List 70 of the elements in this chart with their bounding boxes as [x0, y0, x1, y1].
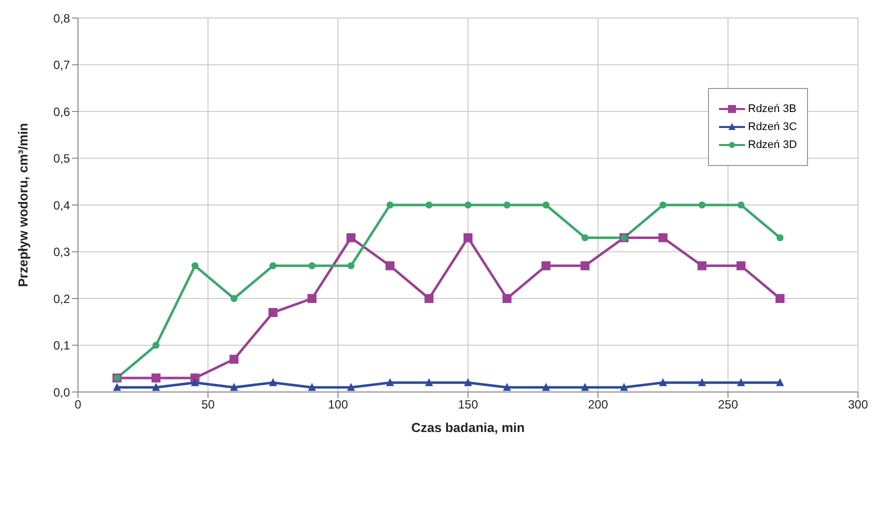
- point: [424, 294, 434, 303]
- x-axis-title: Czas badania, min: [411, 420, 525, 435]
- point: [776, 294, 784, 303]
- point: [736, 261, 746, 270]
- point: [386, 202, 394, 208]
- point: [113, 382, 121, 391]
- point: [658, 233, 668, 242]
- y-tick-label: 0,6: [53, 104, 70, 119]
- point: [348, 262, 354, 270]
- point: [776, 234, 784, 242]
- point: [426, 202, 432, 208]
- x-tick-label: 0: [74, 398, 82, 412]
- point: [192, 262, 198, 270]
- point: [270, 262, 276, 270]
- point: [230, 295, 238, 302]
- point: [581, 382, 589, 391]
- point: [464, 378, 472, 386]
- point: [230, 354, 238, 364]
- point: [660, 202, 666, 208]
- y-axis-title: Przepływ wodoru, cm³/min: [16, 122, 31, 287]
- point: [620, 382, 628, 391]
- point: [386, 261, 394, 270]
- point: [698, 378, 706, 386]
- point: [152, 373, 160, 382]
- point: [580, 261, 590, 270]
- x-tick-label: 300: [848, 398, 868, 412]
- point: [386, 378, 394, 386]
- x-tick-label: 50: [201, 398, 215, 412]
- y-tick-label: 0,1: [53, 338, 70, 353]
- point: [542, 202, 550, 208]
- point: [191, 378, 199, 386]
- y-tick-label: 0,5: [53, 152, 70, 166]
- x-tick-label: 150: [458, 398, 478, 412]
- x-tick-label: 100: [328, 398, 348, 412]
- point: [542, 382, 550, 391]
- x-tick-label: 200: [588, 398, 608, 412]
- point: [503, 382, 511, 391]
- y-tick-label: 0,3: [53, 245, 70, 260]
- point: [542, 261, 550, 270]
- point: [776, 378, 784, 386]
- point: [737, 378, 745, 386]
- point: [269, 378, 277, 386]
- y-tick-label: 0,0: [53, 385, 70, 400]
- point: [698, 202, 706, 208]
- legend-label: Rdzeń 3D: [748, 139, 797, 151]
- point: [230, 382, 238, 391]
- point: [152, 342, 160, 349]
- point: [152, 382, 160, 391]
- point: [308, 294, 316, 303]
- y-tick-label: 0,4: [53, 198, 70, 212]
- point: [425, 378, 433, 386]
- y-tick-label: 0,7: [53, 58, 70, 72]
- x-tick-label: 250: [718, 398, 738, 412]
- point: [268, 308, 278, 318]
- point: [738, 202, 744, 208]
- point: [504, 202, 510, 208]
- point: [502, 294, 512, 303]
- point: [308, 262, 316, 270]
- y-tick-label: 0,8: [53, 11, 70, 26]
- point: [698, 261, 706, 270]
- legend-label: Rdzeń 3C: [748, 121, 797, 133]
- point: [308, 382, 316, 391]
- point: [582, 234, 588, 242]
- point: [464, 202, 472, 208]
- point: [347, 382, 355, 391]
- point: [659, 378, 667, 386]
- point: [346, 233, 356, 242]
- point: [464, 233, 472, 242]
- legend-label: Rdzeń 3B: [748, 103, 796, 115]
- y-tick-label: 0,2: [53, 292, 70, 306]
